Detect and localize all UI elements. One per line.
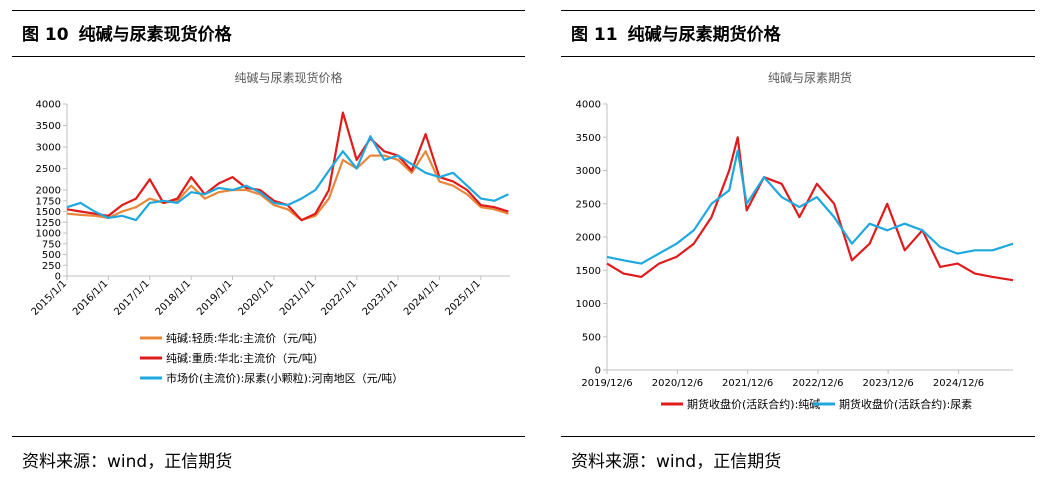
y-tick-label: 1000: [576, 299, 601, 310]
x-tick-label: 2015/1/1: [30, 278, 70, 318]
figure-caption: 纯碱与尿素期货价格: [627, 25, 781, 45]
y-tick-label: 250: [42, 261, 61, 272]
x-tick-label: 2018/1/1: [154, 278, 194, 318]
y-tick-label: 3500: [576, 133, 601, 144]
x-tick-label: 2019/12/6: [581, 378, 632, 389]
y-tick-label: 1500: [36, 207, 61, 218]
source-note: 资料来源：wind，正信期货: [22, 452, 233, 472]
series-line: [606, 136, 1014, 282]
x-tick-label: 2016/1/1: [71, 278, 111, 318]
title-rule: [561, 56, 1035, 57]
y-tick-label: 2000: [576, 233, 601, 244]
figure-title: 图 10 纯碱与尿素现货价格: [22, 20, 232, 45]
figure-caption: 纯碱与尿素现货价格: [78, 25, 232, 45]
legend-label: 期货收盘价(活跃合约):尿素: [839, 397, 972, 411]
y-tick-label: 3000: [576, 166, 601, 177]
source-rule: [561, 436, 1035, 437]
x-tick-label: 2023/1/1: [361, 278, 401, 318]
source-note: 资料来源：wind，正信期货: [571, 452, 782, 472]
x-tick-label: 2021/1/1: [278, 278, 318, 318]
chart-title: 纯碱与尿素期货: [768, 70, 852, 85]
figure-number: 图 11: [571, 25, 618, 45]
y-tick-label: 2000: [36, 186, 61, 197]
title-rule: [12, 56, 525, 57]
series-line: [606, 149, 1014, 265]
legend-label: 纯碱:重质:华北:主流价（元/吨）: [166, 351, 324, 365]
chart-title: 纯碱与尿素现货价格: [234, 70, 342, 85]
series-line: [66, 135, 509, 222]
y-tick-label: 4000: [36, 100, 61, 111]
y-tick-label: 1500: [576, 266, 601, 277]
x-tick-label: 2023/12/6: [862, 378, 913, 389]
y-tick-label: 500: [582, 332, 601, 343]
top-rule: [12, 10, 525, 11]
x-tick-label: 2024/12/6: [933, 378, 984, 389]
y-tick-label: 1750: [36, 196, 61, 207]
x-tick-label: 2021/12/6: [722, 378, 773, 389]
y-tick-label: 0: [595, 366, 601, 377]
y-tick-label: 3500: [36, 121, 61, 132]
legend-label: 期货收盘价(活跃合约):纯碱: [687, 397, 820, 411]
y-tick-label: 1250: [36, 218, 61, 229]
series-line: [66, 150, 509, 222]
futures-price-chart: 纯碱与尿素期货 0 500 1000 1500 2000 2500 3000 3500 4000 2…: [576, 70, 1014, 411]
x-tick-label: 2020/1/1: [236, 278, 276, 318]
y-tick-label: 750: [42, 239, 61, 250]
y-tick-label: 3000: [36, 143, 61, 154]
y-tick-label: 1000: [36, 229, 61, 240]
y-tick-label: 0: [55, 272, 61, 283]
x-tick-label: 2025/1/1: [443, 278, 483, 318]
y-tick-label: 4000: [576, 100, 601, 111]
legend-label: 市场价(主流价):尿素(小颗粒):河南地区（元/吨）: [166, 371, 403, 385]
figure-10-panel: 图 10 纯碱与尿素现货价格 纯碱与尿素现货价格 0 250 500 750 1000 125…: [12, 0, 525, 492]
x-tick-label: 2022/12/6: [792, 378, 843, 389]
x-tick-label: 2019/1/1: [195, 278, 235, 318]
figure-number: 图 10: [22, 25, 69, 45]
top-rule: [561, 10, 1035, 11]
y-tick-label: 2500: [36, 164, 61, 175]
x-tick-label: 2022/1/1: [319, 278, 359, 318]
y-tick-label: 2500: [576, 199, 601, 210]
x-tick-label: 2017/1/1: [112, 278, 152, 318]
figure-title: 图 11 纯碱与尿素期货价格: [571, 20, 781, 45]
x-tick-label: 2024/1/1: [402, 278, 442, 318]
legend-label: 纯碱:轻质:华北:主流价（元/吨）: [166, 331, 324, 345]
y-tick-label: 500: [42, 250, 61, 261]
source-rule: [12, 436, 525, 437]
figure-11-panel: 图 11 纯碱与尿素期货价格 纯碱与尿素期货 0 500 1000 1500 2000 250…: [561, 0, 1035, 492]
x-tick-label: 2020/12/6: [652, 378, 703, 389]
